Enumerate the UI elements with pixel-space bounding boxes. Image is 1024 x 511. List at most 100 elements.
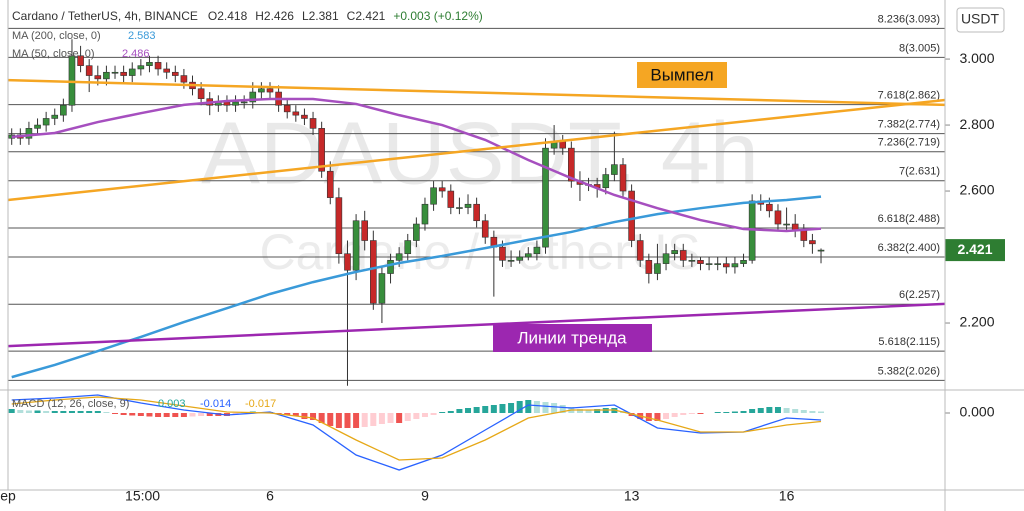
candle-body <box>197 88 205 99</box>
level-label: 5.618(2.115) <box>878 336 940 348</box>
histogram-bar <box>198 413 205 416</box>
histogram-bar <box>387 413 394 423</box>
candle-body <box>662 253 670 264</box>
histogram-bar <box>499 404 506 413</box>
candle-body <box>128 68 136 76</box>
histogram-bar <box>421 413 428 417</box>
candle-body <box>154 62 162 70</box>
candle-body <box>249 91 257 103</box>
histogram-bar <box>508 403 515 413</box>
candle-body <box>559 141 567 149</box>
histogram-bar <box>533 401 540 413</box>
histogram-bar <box>43 411 50 413</box>
histogram-bar <box>723 412 730 413</box>
candle-body <box>456 207 463 209</box>
annotation-box <box>493 324 652 352</box>
candle-body <box>51 114 59 119</box>
candle-body <box>266 88 274 93</box>
line <box>11 195 822 379</box>
histogram-bar <box>792 409 799 413</box>
level-label: 5.382(2.026) <box>878 365 940 377</box>
candle-body <box>602 174 610 189</box>
candle-body <box>619 164 627 192</box>
histogram-bar <box>551 403 558 413</box>
candle-body <box>774 210 782 225</box>
histogram-bar <box>172 413 179 417</box>
candle-body <box>404 240 412 255</box>
candle-body <box>318 128 325 172</box>
candle-body <box>654 263 661 274</box>
histogram-bar <box>51 411 58 413</box>
candle-body <box>628 190 635 241</box>
candle-body <box>42 118 50 126</box>
histogram-bar <box>809 411 816 413</box>
candle-body <box>120 71 127 76</box>
line <box>7 98 946 202</box>
histogram-bar <box>697 413 704 414</box>
histogram-bar <box>94 411 101 413</box>
level-label: 6(2.257) <box>899 289 940 301</box>
histogram-bar <box>189 413 196 417</box>
candle-body <box>688 260 696 262</box>
candle-body <box>283 104 291 113</box>
line <box>11 97 822 233</box>
x-tick-label: 6 <box>266 488 274 504</box>
histogram-bar <box>155 413 162 417</box>
histogram-bar <box>25 410 32 413</box>
y-tick-label: 2.600 <box>959 182 994 198</box>
candle-body <box>335 197 343 255</box>
candle-body <box>481 220 489 238</box>
histogram-bar <box>68 411 75 413</box>
legend-value: 2.486 <box>122 48 150 60</box>
last-price-label: 2.421 <box>957 241 992 257</box>
candle-body <box>800 230 808 241</box>
level-label: 7.618(2.862) <box>878 90 940 102</box>
candle-body <box>85 65 93 76</box>
level-label: 6.382(2.400) <box>878 242 940 254</box>
header: Cardano / TetherUS, 4h, BINANCE O2.418 H2.… <box>12 9 483 23</box>
histogram-bar <box>774 407 781 413</box>
candle-body <box>395 253 403 261</box>
histogram-bar <box>146 413 153 417</box>
candle-body <box>361 220 369 241</box>
candle-body <box>533 246 541 255</box>
candle-body <box>378 273 386 304</box>
candle-body <box>34 124 41 129</box>
histogram-bar <box>396 413 403 423</box>
line <box>11 394 822 471</box>
y-tick-label: 3.000 <box>959 50 994 66</box>
candle-body <box>421 203 429 225</box>
histogram-bar <box>129 413 136 416</box>
x-tick-label: 15:00 <box>125 488 160 504</box>
histogram-bar <box>163 413 170 417</box>
histogram-bar <box>86 411 93 413</box>
candle-body <box>723 263 730 268</box>
x-tick-label: 13 <box>624 488 640 504</box>
histogram-bar <box>404 413 411 421</box>
watermark: ADAUSDT, 4h <box>201 103 759 202</box>
histogram-bar <box>120 413 127 415</box>
candle-body <box>783 223 790 226</box>
candle-body <box>171 71 179 76</box>
candle-body <box>447 190 455 208</box>
histogram-bar <box>34 410 41 413</box>
candle-body <box>697 260 704 264</box>
candle-body <box>309 118 317 129</box>
histogram-bar <box>645 413 652 421</box>
candle-body <box>232 101 239 106</box>
watermark-sub: Cardano / TetherUS <box>260 224 701 280</box>
histogram-bar <box>180 413 187 417</box>
histogram-bar <box>542 402 549 413</box>
candle-body <box>344 253 351 271</box>
histogram-bar <box>456 409 463 413</box>
candle-body <box>387 260 394 274</box>
histogram-bar <box>800 410 807 413</box>
candle-body <box>499 246 506 261</box>
annotation: Линии тренда <box>517 328 627 347</box>
macd-legend-value: -0.014 <box>200 398 231 410</box>
histogram-bar <box>103 412 110 413</box>
candle-body <box>163 68 170 73</box>
candle-body <box>103 71 110 80</box>
currency-box[interactable] <box>956 7 1005 33</box>
